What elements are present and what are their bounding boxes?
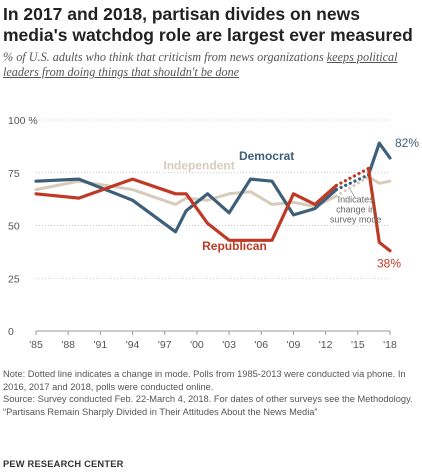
y-tick-label: 0: [8, 326, 14, 338]
series-labels: Democrat Republican Independent 82% 38% Indic…: [163, 136, 419, 270]
independent-line-online: [367, 175, 392, 185]
y-tick-label: 50: [8, 221, 20, 233]
chart-subtitle: % of U.S. adults who think that criticis…: [3, 50, 421, 80]
x-tick-label: '18: [383, 339, 397, 351]
subtitle-underlined-text: keeps political leaders from doing thing…: [3, 50, 398, 79]
chart-notes: Note: Dotted line indicates a change in …: [3, 368, 421, 418]
republican-end-value: 38%: [377, 257, 401, 271]
y-tick-label: 75: [8, 168, 20, 180]
axes: 0 25 50 75 100 % '85 '88 '91 '94 '97 '00 '03 '06 '09 '…: [8, 115, 397, 351]
x-tick-label: '09: [287, 339, 301, 351]
line-chart: 0 25 50 75 100 % '85 '88 '91 '94 '97 '00 '03 '06 '09 '…: [8, 115, 419, 351]
x-tick-label: '88: [61, 339, 75, 351]
y-tick-label: 100 %: [8, 115, 38, 127]
democrat-line-phone: [34, 177, 338, 234]
annotation-leader: [349, 189, 355, 198]
annotation-line: survey mode: [330, 214, 382, 224]
x-tick-label: '12: [319, 339, 333, 351]
x-tick-label: '85: [29, 339, 43, 351]
democrat-line-online: [366, 141, 392, 177]
note-text: Note: Dotted line indicates a change in …: [3, 369, 406, 392]
republican-mode-change-dotted: [334, 166, 371, 188]
report-title: “Partisans Remain Sharply Divided in The…: [3, 406, 318, 417]
democrat-mode-change-dotted: [334, 173, 371, 192]
x-tick-label: '00: [190, 339, 204, 351]
independent-mode-change-dotted: [334, 175, 371, 198]
republican-line-phone: [34, 177, 338, 242]
series-lines: [34, 141, 392, 253]
chart-title: In 2017 and 2018, partisan divides on ne…: [3, 4, 413, 45]
democrat-label: Democrat: [239, 149, 294, 163]
democrat-end-value: 82%: [395, 136, 419, 150]
x-tick-label: '97: [158, 339, 172, 351]
x-tick-label: '15: [351, 339, 365, 351]
mode-change-annotation: Indicates change in survey mode: [330, 194, 382, 224]
republican-line-online: [366, 166, 392, 253]
x-tick-label: '06: [254, 339, 268, 351]
pew-footer: PEW RESEARCH CENTER: [3, 459, 124, 469]
x-tick-label: '91: [94, 339, 108, 351]
annotation-line: Indicates: [338, 194, 375, 204]
annotation-line: change in: [336, 204, 375, 214]
source-text: Source: Survey conducted Feb. 22-March 4…: [3, 394, 413, 405]
republican-label: Republican: [202, 239, 267, 253]
independent-line-phone: [34, 179, 338, 208]
independent-label: Independent: [163, 159, 234, 173]
subtitle-text: % of U.S. adults who think that criticis…: [3, 50, 327, 64]
x-tick-label: '94: [126, 339, 140, 351]
gridlines: [36, 119, 390, 279]
x-tick-label: '03: [222, 339, 236, 351]
y-tick-label: 25: [8, 273, 20, 285]
